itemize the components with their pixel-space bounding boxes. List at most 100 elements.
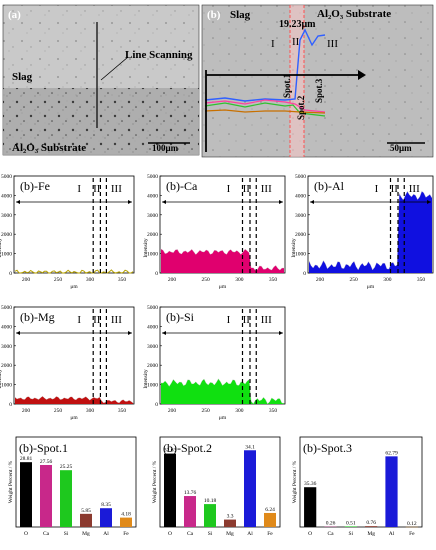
- y-tick-label: 3000: [295, 213, 306, 219]
- line-scanning-label: Line Scanning: [125, 49, 193, 61]
- category-label: Ca: [327, 531, 334, 537]
- y-tick-label: 5000: [1, 305, 12, 311]
- bar-al: [100, 508, 112, 527]
- y-tick-label: 0: [9, 402, 12, 408]
- category-label: Si: [208, 531, 213, 537]
- line-scan-0: 0 1000 2000 3000 4000 5000 200 250 300 350 μm Inten…: [0, 174, 135, 290]
- y-tick-label: 5000: [147, 174, 158, 180]
- spot-chart-label: (b)-Spot.1: [19, 441, 68, 455]
- spot-chart-label: (b)-Spot.2: [163, 441, 212, 455]
- scale-label-a: 100μm: [152, 143, 179, 153]
- bar-value-label: 35.36: [304, 481, 317, 487]
- bar-value-label: 62.79: [385, 450, 398, 456]
- x-tick-label: 350: [269, 277, 278, 283]
- arrow-head-left: [162, 200, 166, 204]
- scan-frame: [13, 306, 135, 405]
- x-tick-label: 200: [22, 408, 31, 414]
- spot2-label: Spot.2: [296, 95, 306, 120]
- x-tick-label: 200: [168, 408, 177, 414]
- bar-value-label: 32.63: [164, 448, 177, 454]
- y-tick-label: 4000: [147, 324, 158, 330]
- bar-fe: [120, 517, 132, 527]
- region-label: II: [391, 183, 399, 195]
- slag-label-b: Slag: [230, 9, 251, 21]
- bar-al: [244, 450, 256, 527]
- y-axis-label: Intensity: [0, 238, 3, 257]
- spot-chart-0: 28.81 O 27.56 Ca 25.25 Si 5.85 Mg 8.35 Al 4.18 Fe We…: [8, 436, 137, 537]
- spot1-label: Spot.1: [282, 73, 292, 98]
- arrow-head-left: [16, 331, 20, 335]
- x-tick-label: 350: [118, 408, 127, 414]
- x-tick-label: 350: [118, 277, 127, 283]
- scale-label-b: 50μm: [390, 143, 412, 153]
- scan-panel-label: (b)-Ca: [166, 179, 198, 193]
- spot3-label: Spot.3: [314, 78, 324, 103]
- scan-panel-label: (b)-Si: [166, 310, 195, 324]
- y-tick-label: 5000: [295, 174, 306, 180]
- region-label: I: [227, 183, 231, 195]
- category-label: Ca: [187, 531, 194, 537]
- scan-profile-fill: [161, 378, 284, 404]
- line-scan-4: 0 1000 2000 3000 4000 5000 200 250 300 350 μm Inten…: [143, 305, 286, 421]
- spot-chart-frame: [15, 436, 137, 528]
- bar-value-label: 3.3: [227, 514, 234, 520]
- y-axis-label: Intensity: [291, 238, 297, 257]
- bar-value-label: 0.51: [346, 520, 356, 526]
- y-axis-label: Intensity: [143, 369, 149, 388]
- spot-y-axis-label: Weight Percent / %: [292, 460, 298, 503]
- bar-value-label: 10.18: [204, 498, 217, 504]
- x-tick-label: 250: [54, 408, 63, 414]
- bar-si: [60, 470, 72, 527]
- panel-b-label: (b): [207, 9, 221, 21]
- x-tick-label: 250: [54, 277, 63, 283]
- substrate-label-b: Al₂O₃ Substrate: [317, 8, 391, 20]
- y-axis-label: Intensity: [0, 369, 3, 388]
- arrow-head-left: [310, 200, 314, 204]
- x-axis-label: μm: [70, 415, 78, 421]
- micrograph-b: (b) Slag Al₂O₃ Substrate 19.23μm I II II…: [201, 4, 434, 158]
- y-tick-label: 4000: [1, 324, 12, 330]
- x-tick-label: 200: [22, 277, 31, 283]
- spot-y-axis-label: Weight Percent / %: [8, 460, 14, 503]
- scan-panel-label: (b)-Al: [314, 179, 345, 193]
- y-tick-label: 0: [155, 271, 158, 277]
- y-tick-label: 3000: [1, 213, 12, 219]
- bar-value-label: 25.25: [60, 464, 73, 470]
- y-tick-label: 1000: [1, 383, 12, 389]
- category-label: Fe: [123, 531, 129, 537]
- bar-value-label: 28.81: [20, 456, 33, 462]
- x-axis-label: μm: [219, 415, 227, 421]
- category-label: Fe: [409, 531, 415, 537]
- scan-profile-line: [160, 248, 284, 271]
- category-label: Ca: [43, 531, 50, 537]
- y-axis-label: Intensity: [143, 238, 149, 257]
- region-label-i: I: [271, 38, 275, 50]
- substrate-label-a: Al₂O₃ Substrate: [12, 142, 86, 154]
- y-tick-label: 1000: [1, 252, 12, 258]
- scan-profile-line: [160, 378, 285, 405]
- bar-mg: [224, 519, 236, 527]
- bar-value-label: 4.18: [121, 512, 131, 518]
- micrograph-a: (a) Line Scanning Slag Al₂O₃ Substrate 1…: [2, 4, 200, 156]
- spot-chart-frame: [159, 436, 281, 528]
- y-tick-label: 2000: [1, 363, 12, 369]
- y-tick-label: 2000: [147, 363, 158, 369]
- scan-panel-label: (b)-Mg: [20, 310, 55, 324]
- category-label: Si: [349, 531, 354, 537]
- scan-profile-line: [14, 269, 134, 274]
- bar-si: [344, 526, 357, 527]
- y-tick-label: 1000: [295, 252, 306, 258]
- substrate-region: [3, 88, 199, 155]
- category-label: O: [24, 531, 28, 537]
- x-tick-label: 250: [202, 408, 211, 414]
- bar-value-label: 0.26: [326, 521, 336, 527]
- bar-value-label: 6.24: [265, 507, 275, 513]
- bar-value-label: 8.35: [101, 502, 111, 508]
- region-label-ii: II: [292, 36, 300, 48]
- category-label: O: [308, 531, 312, 537]
- x-tick-label: 250: [202, 277, 211, 283]
- scan-panel-label: (b)-Fe: [20, 179, 50, 193]
- spot-chart-label: (b)-Spot.3: [303, 441, 352, 455]
- x-tick-label: 250: [350, 277, 359, 283]
- region-label: II: [243, 314, 251, 326]
